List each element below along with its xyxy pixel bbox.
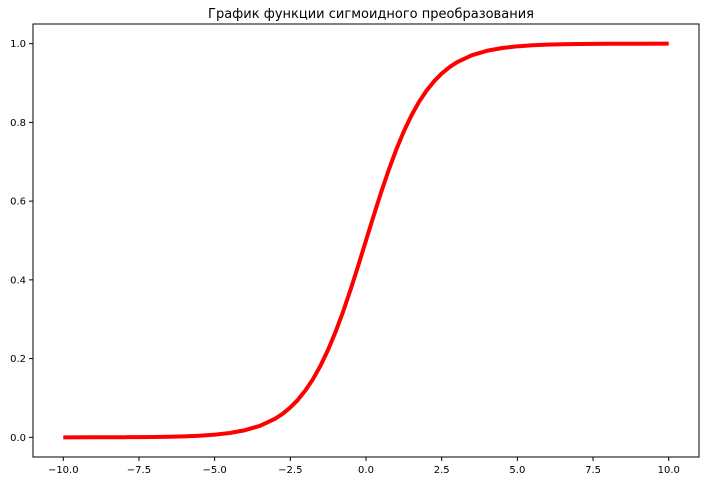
series-line-0 [63, 41, 669, 440]
y-tick-label: 1.0 [10, 39, 26, 50]
chart-title: График функции сигмоидного преобразовани… [208, 7, 534, 22]
y-tick-label: 0.0 [10, 433, 26, 444]
x-tick-label: −10.0 [48, 465, 79, 476]
x-tick-label: −2.5 [278, 465, 302, 476]
x-tick-label: −5.0 [202, 465, 226, 476]
x-tick-label: 10.0 [658, 465, 680, 476]
series-layer [63, 41, 669, 440]
y-tick-label: 0.4 [10, 275, 26, 286]
x-tick-label: 5.0 [509, 465, 525, 476]
x-tick-label: 7.5 [585, 465, 601, 476]
y-tick-label: 0.2 [10, 354, 26, 365]
x-tick-label: 2.5 [434, 465, 450, 476]
x-tick-label: 0.0 [358, 465, 374, 476]
x-axis: −10.0 −7.5 −5.0 −2.5 0.0 2.5 5.0 7.5 10.0 [48, 457, 680, 476]
y-axis: 0.0 0.2 0.4 0.6 0.8 1.0 [10, 39, 33, 444]
y-tick-label: 0.8 [10, 118, 26, 129]
x-tick-label: −7.5 [127, 465, 151, 476]
y-tick-label: 0.6 [10, 197, 26, 208]
